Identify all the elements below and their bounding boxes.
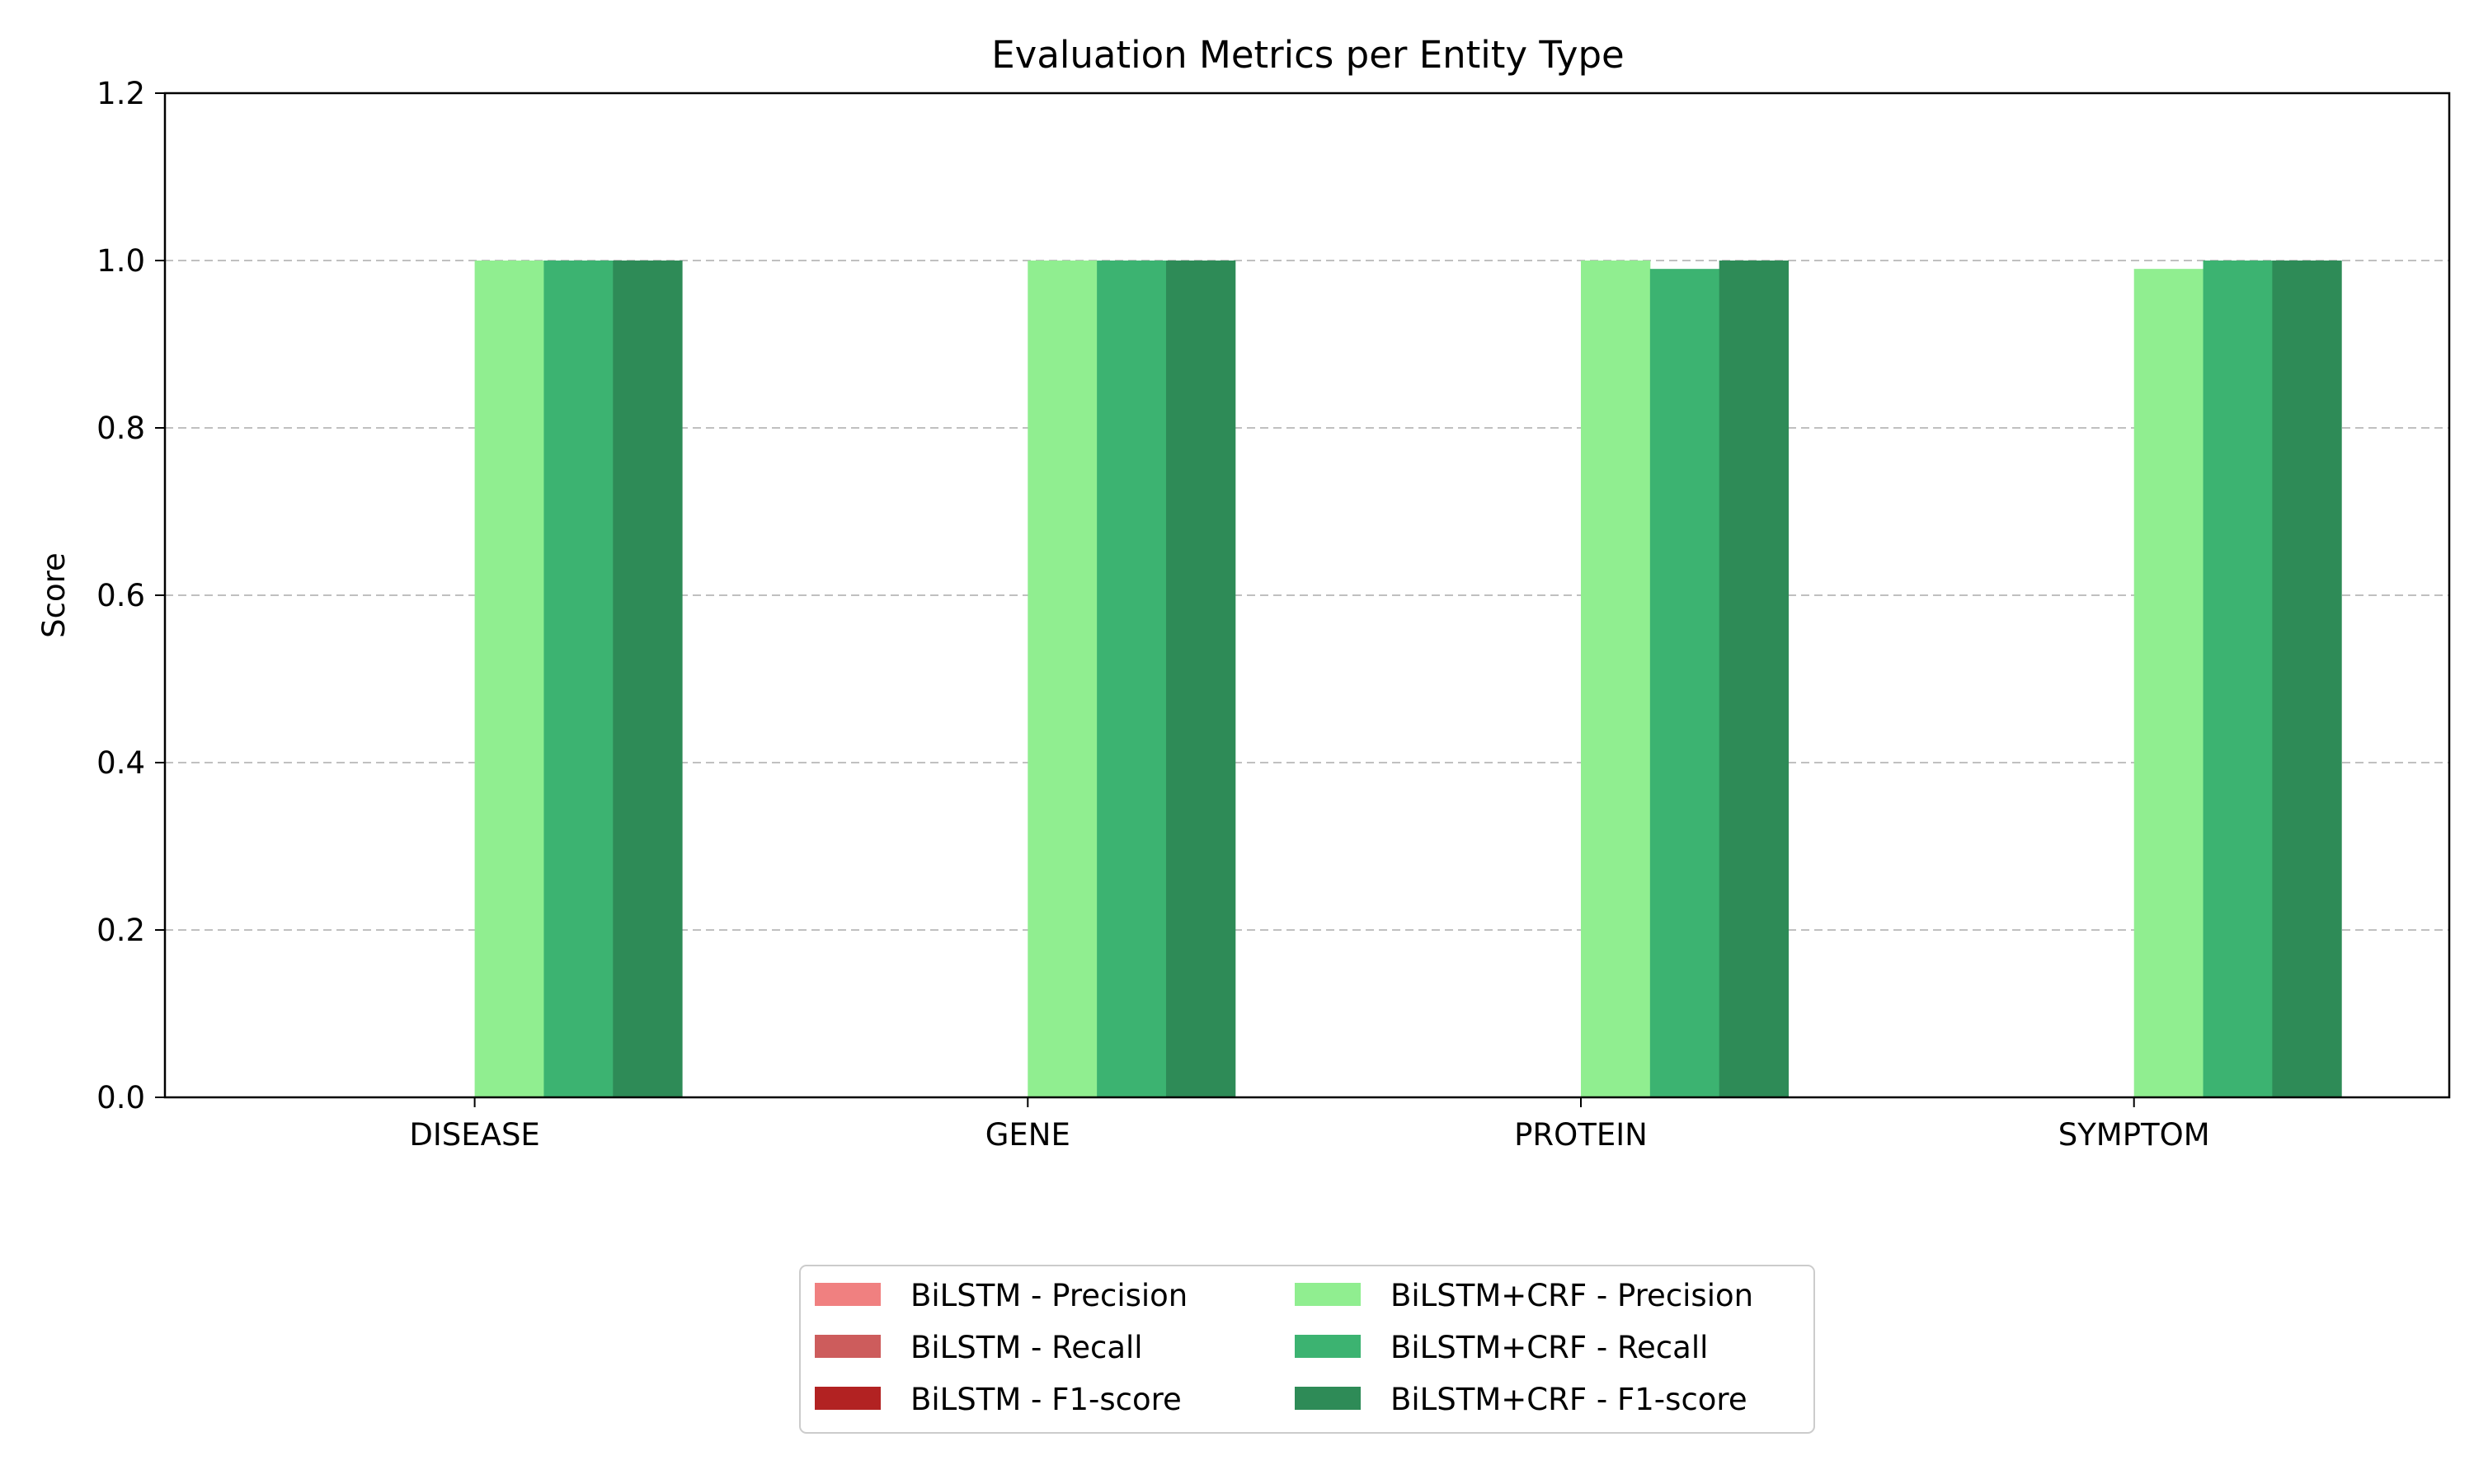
bar-protein-3 [1580,261,1651,1097]
y-tick-label: 0.4 [96,745,145,781]
legend-label: BiLSTM - Precision [910,1278,1188,1313]
y-tick-label: 1.0 [96,243,145,279]
gridlines [165,260,2449,931]
legend-label: BiLSTM - F1-score [910,1382,1182,1417]
bar-disease-4 [543,261,614,1097]
y-axis: 0.0 0.2 0.4 0.6 0.8 1.0 1.2 [96,76,165,1115]
x-tick-label: PROTEIN [1514,1117,1648,1153]
legend-swatch [1295,1283,1361,1306]
legend-swatch [815,1387,881,1410]
bar-gene-5 [1165,261,1236,1097]
legend-swatch [1295,1387,1361,1410]
bar-symptom-3 [2133,269,2204,1097]
bar-disease-3 [474,261,544,1097]
legend-swatch [815,1283,881,1306]
bars [474,261,2342,1097]
x-tick-label: GENE [985,1117,1070,1153]
bar-protein-4 [1649,269,1720,1097]
y-tick-label: 0.6 [96,578,145,613]
x-tick-label: SYMPTOM [2058,1117,2210,1153]
bar-gene-3 [1028,261,1098,1097]
y-tick-label: 0.2 [96,913,145,948]
bar-protein-5 [1719,261,1790,1097]
chart-title: Evaluation Metrics per Entity Type [991,33,1624,77]
bar-gene-4 [1097,261,1167,1097]
legend-label: BiLSTM+CRF - F1-score [1390,1382,1747,1417]
bar-disease-5 [613,261,683,1097]
legend-swatch [815,1335,881,1358]
legend: BiLSTM - Precision BiLSTM - Recall BiLSTM … [799,1265,1815,1434]
y-tick-label: 0.0 [96,1080,145,1115]
x-axis: DISEASE GENE PROTEIN SYMPTOM [409,1097,2210,1153]
legend-swatch [1295,1335,1361,1358]
y-axis-label: Score [36,552,72,638]
legend-label: BiLSTM+CRF - Recall [1390,1330,1708,1365]
x-tick-label: DISEASE [409,1117,539,1153]
legend-label: BiLSTM+CRF - Precision [1390,1278,1753,1313]
bar-symptom-4 [2203,261,2273,1097]
y-tick-label: 0.8 [96,411,145,446]
bar-symptom-5 [2272,261,2342,1097]
legend-label: BiLSTM - Recall [910,1330,1143,1365]
y-tick-label: 1.2 [96,76,145,111]
